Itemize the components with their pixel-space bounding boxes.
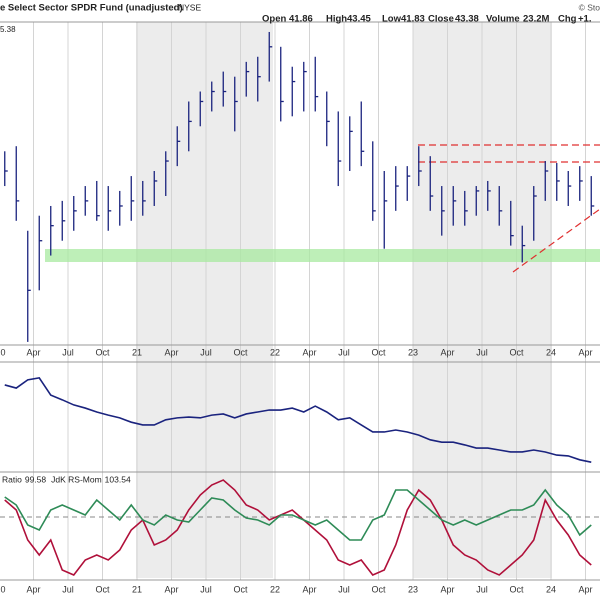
line <box>4 377 592 463</box>
legend-value: 99.58 <box>25 474 47 484</box>
quote-value: 43.38 <box>455 14 479 25</box>
x-tick-label: Jul <box>476 584 488 594</box>
x-tick-label: Oct <box>95 347 110 357</box>
x-tick-label: Oct <box>233 347 248 357</box>
quote-value: 43.45 <box>347 14 371 25</box>
x-tick-label: Oct <box>509 347 524 357</box>
x-tick-label: 21 <box>132 347 142 357</box>
x-tick-label: Apr <box>440 347 454 357</box>
x-tick-label: Jul <box>62 347 74 357</box>
x-tick-label: Apr <box>164 584 178 594</box>
x-tick-label: 21 <box>132 584 142 594</box>
x-tick-label: 24 <box>546 347 556 357</box>
x-tick-label: 22 <box>270 347 280 357</box>
credit: © Sto <box>579 2 600 12</box>
x-tick-label: Apr <box>440 584 454 594</box>
line <box>4 488 592 541</box>
support-band <box>45 249 600 262</box>
x-tick-label: Apr <box>26 347 40 357</box>
legend-name: JdK RS-Mom <box>51 474 102 484</box>
quote-label: Low <box>382 14 402 25</box>
legend-value: 103.54 <box>105 474 131 484</box>
x-tick-label: 24 <box>546 584 556 594</box>
x-tick-label: Apr <box>578 584 592 594</box>
x-tick-label: Apr <box>164 347 178 357</box>
x-tick-label: 0 <box>0 584 5 594</box>
x-tick-label: Jul <box>338 584 350 594</box>
x-tick-label: 22 <box>270 584 280 594</box>
x-tick-label: Jul <box>200 584 212 594</box>
x-tick-label: Jul <box>62 584 74 594</box>
x-tick-label: Apr <box>26 584 40 594</box>
quote-label: Volume <box>486 14 520 25</box>
x-tick-label: Apr <box>578 347 592 357</box>
x-tick-label: Oct <box>509 584 524 594</box>
x-tick-label: Apr <box>302 347 316 357</box>
grid <box>33 22 586 580</box>
quote-label: Close <box>428 14 454 25</box>
year-shade <box>136 22 273 578</box>
trend-line <box>512 208 600 273</box>
last-label: 5.38 <box>0 25 16 34</box>
x-tick-label: Oct <box>233 584 248 594</box>
quote-label: High <box>326 14 347 25</box>
chart-title: e Select Sector SPDR Fund (unadjusted) <box>0 3 183 14</box>
x-tick-label: 23 <box>408 584 418 594</box>
legend-name: Ratio <box>2 474 22 484</box>
quote-value: 41.83 <box>401 14 425 25</box>
marks: Open 41.86 High 43.45 Low 41.83 Close 43.38 Volu… <box>0 14 595 594</box>
x-tick-label: Oct <box>371 584 386 594</box>
x-tick-label: Oct <box>371 347 386 357</box>
exchange: NYSE <box>178 2 201 12</box>
quote-value: 23.2M <box>523 14 549 25</box>
quote-label: Chg <box>558 14 577 25</box>
x-tick-label: 23 <box>408 347 418 357</box>
x-tick-label: Apr <box>302 584 316 594</box>
x-tick-label: Oct <box>95 584 110 594</box>
x-tick-label: Jul <box>476 347 488 357</box>
quote-value: 41.86 <box>289 14 313 25</box>
x-tick-label: Jul <box>338 347 350 357</box>
x-tick-label: Jul <box>200 347 212 357</box>
quote-label: Open <box>262 14 286 25</box>
quote-value: +1. <box>578 14 591 25</box>
line <box>4 479 592 576</box>
x-tick-label: 0 <box>0 347 5 357</box>
